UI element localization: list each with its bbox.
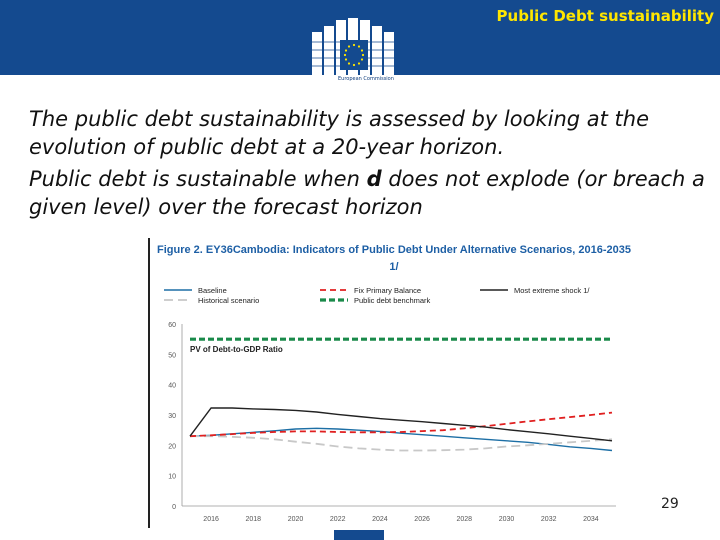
x-tick-label: 2026 <box>414 516 430 523</box>
paragraph-2: Public debt is sustainable when d does n… <box>29 165 709 221</box>
debt-variable: d <box>366 167 382 191</box>
y-tick-label: 0 <box>172 504 176 511</box>
legend-label: Fix Primary Balance <box>354 286 421 295</box>
series-line <box>190 435 613 452</box>
debt-figure: Figure 2. EY36Cambodia: Indicators of Pu… <box>148 238 638 528</box>
series-line <box>189 407 613 442</box>
chart-subtitle: PV of Debt-to-GDP Ratio <box>190 345 283 354</box>
y-tick-label: 30 <box>168 413 176 420</box>
x-tick-label: 2032 <box>541 516 557 523</box>
y-tick-label: 60 <box>168 322 176 329</box>
y-tick-label: 50 <box>168 352 176 359</box>
logo-caption: European Commission <box>338 76 394 82</box>
body-text: The public debt sustainability is assess… <box>29 105 709 221</box>
x-tick-label: 2020 <box>288 516 304 523</box>
legend-label: Historical scenario <box>198 296 259 305</box>
paragraph-2-start: Public debt is sustainable when <box>29 167 367 191</box>
paragraph-1: The public debt sustainability is assess… <box>29 107 650 159</box>
series-line <box>189 411 613 438</box>
paragraph-2-end: does not explode (or breach a given leve… <box>29 167 705 219</box>
x-tick-label: 2022 <box>330 516 346 523</box>
x-tick-label: 2030 <box>499 516 515 523</box>
x-tick-label: 2034 <box>583 516 599 523</box>
figure-title: Figure 2. EY36Cambodia: Indicators of Pu… <box>157 244 631 273</box>
legend-label: Public debt benchmark <box>354 296 431 305</box>
page-number: 29 <box>661 496 679 512</box>
page-title: Public Debt sustainability <box>496 7 714 25</box>
x-tick-label: 2016 <box>203 516 219 523</box>
footer-tab <box>334 530 384 540</box>
legend-label: Most extreme shock 1/ <box>514 286 590 295</box>
y-tick-label: 40 <box>168 383 176 390</box>
y-tick-label: 10 <box>168 474 176 481</box>
y-tick-label: 20 <box>168 443 176 450</box>
x-tick-label: 2018 <box>246 516 262 523</box>
european-commission-logo <box>312 18 394 76</box>
legend-label: Baseline <box>198 286 227 295</box>
x-tick-label: 2028 <box>457 516 473 523</box>
x-tick-label: 2024 <box>372 516 388 523</box>
